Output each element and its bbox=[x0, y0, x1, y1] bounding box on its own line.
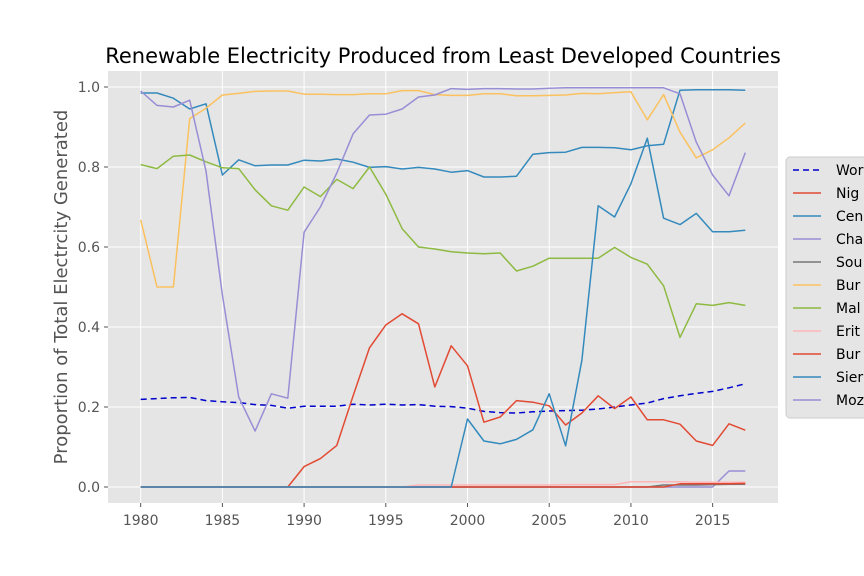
gridlines bbox=[108, 71, 778, 503]
legend-label: Erit bbox=[836, 324, 860, 340]
x-tick-label: 2005 bbox=[531, 513, 567, 529]
legend-box bbox=[785, 156, 864, 419]
x-tick-label: 2000 bbox=[450, 513, 486, 529]
series-line-mal-6 bbox=[140, 154, 746, 339]
y-tick-label: 1.0 bbox=[78, 80, 100, 96]
legend-label: Bur bbox=[836, 347, 860, 363]
x-tick-label: 1990 bbox=[286, 513, 322, 529]
series-line-bur-5 bbox=[139, 89, 746, 288]
legend-label: Wor bbox=[836, 163, 864, 179]
y-axis: 0.0 0.2 0.4 0.6 0.8 1.0 bbox=[78, 80, 108, 496]
y-tick-label: 0.8 bbox=[78, 160, 100, 176]
legend-label: Cha bbox=[836, 232, 863, 248]
y-axis-label: Proportion of Total Electrcity Generated bbox=[51, 110, 72, 465]
legend: Wor Nig Cen Cha Sou Bur Mal Erit Bur Sier Moz bbox=[785, 156, 864, 419]
legend-label: Moz bbox=[836, 393, 864, 409]
x-tick-label: 1995 bbox=[368, 513, 404, 529]
plot-area bbox=[108, 71, 778, 503]
legend-label: Sier bbox=[836, 370, 863, 386]
y-tick-label: 0.0 bbox=[78, 480, 100, 496]
series-lines bbox=[139, 87, 747, 488]
legend-label: Sou bbox=[836, 255, 862, 271]
legend-label: Nig bbox=[836, 186, 859, 202]
x-tick-label: 1980 bbox=[123, 513, 159, 529]
legend-label: Cen bbox=[836, 209, 863, 225]
x-axis: 1980 1985 1990 1995 2000 2005 2010 2015 bbox=[123, 503, 731, 529]
x-tick-label: 2010 bbox=[613, 513, 649, 529]
x-tick-label: 2015 bbox=[695, 513, 731, 529]
y-tick-label: 0.2 bbox=[78, 400, 100, 416]
series-line-sier-9 bbox=[140, 137, 746, 488]
chart-title: Renewable Electricity Produced from Leas… bbox=[105, 44, 781, 68]
legend-label: Bur bbox=[836, 278, 860, 294]
y-tick-label: 0.6 bbox=[78, 240, 100, 256]
y-tick-label: 0.4 bbox=[78, 320, 100, 336]
x-tick-label: 1985 bbox=[205, 513, 241, 529]
series-line-moz-10 bbox=[140, 87, 747, 432]
legend-label: Mal bbox=[836, 301, 861, 317]
